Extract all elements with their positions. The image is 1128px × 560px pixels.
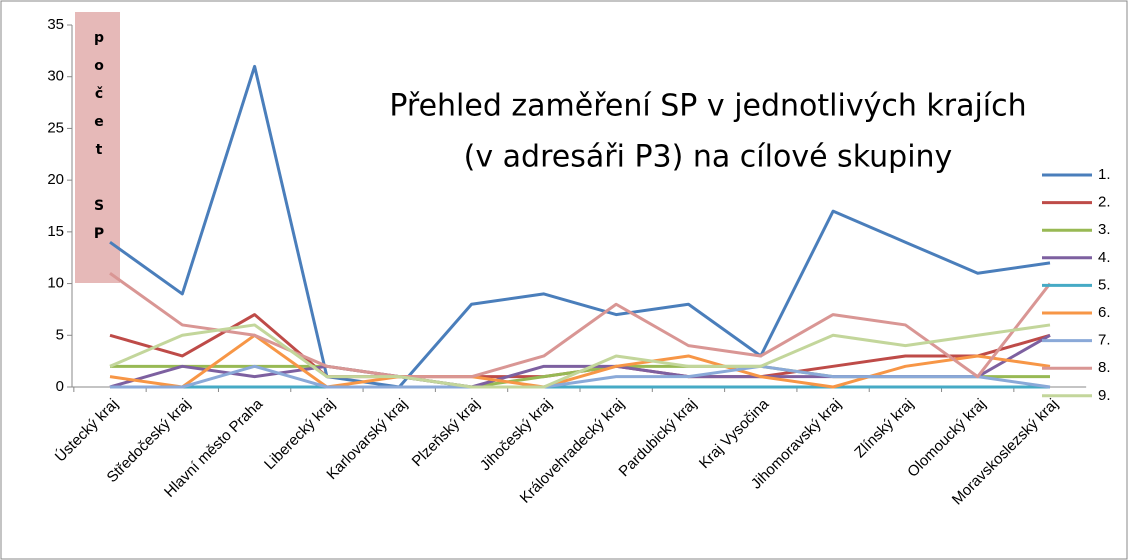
chart-title: (v adresáři P3) na cílové skupiny	[464, 140, 953, 175]
y-axis-label: počet SP	[91, 30, 107, 254]
legend-label: 3.	[1098, 221, 1111, 238]
y-tick-label: 5	[56, 326, 64, 343]
y-tick-label: 30	[47, 68, 64, 85]
legend-label: 5.	[1098, 276, 1111, 293]
series-line	[109, 333, 1051, 389]
legend-label: 6.	[1098, 304, 1111, 321]
series-line	[109, 323, 1051, 389]
y-tick-label: 10	[47, 275, 64, 292]
y-tick-label: 0	[56, 378, 64, 395]
y-tick-label: 35	[47, 16, 64, 33]
series-line	[109, 272, 1052, 379]
series-line	[109, 64, 1051, 389]
series-line	[110, 364, 1051, 389]
y-tick-label: 25	[47, 119, 64, 136]
legend-label: 4.	[1098, 249, 1111, 266]
legend-label: 7.	[1098, 332, 1111, 349]
y-tick-label: 15	[47, 223, 64, 240]
legend-label: 8.	[1098, 359, 1111, 376]
legend-label: 2.	[1098, 194, 1111, 211]
y-label-box	[75, 12, 120, 283]
y-tick-label: 20	[47, 171, 64, 188]
legend-label: 1.	[1098, 166, 1111, 183]
legend-label: 9.	[1098, 387, 1111, 404]
chart-title: Přehled zaměření SP v jednotlivých krají…	[389, 89, 1026, 124]
